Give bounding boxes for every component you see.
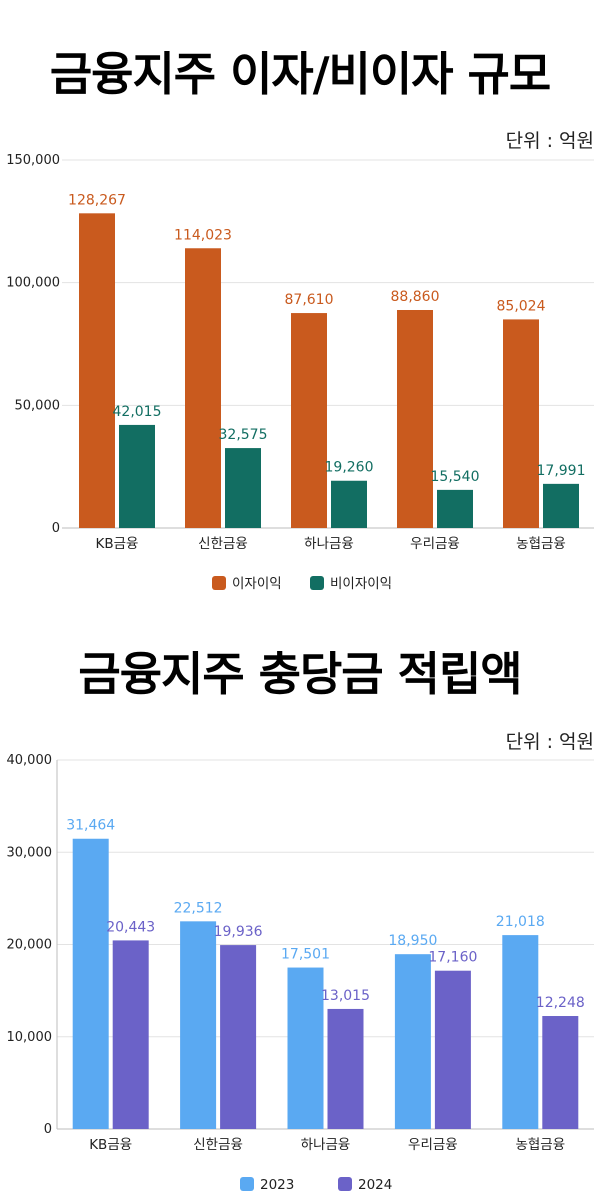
bar-2023-우리금융 (394, 954, 431, 1129)
bar-2024-하나금융 (327, 1008, 364, 1129)
x-category-label: 우리금융 (410, 536, 460, 552)
bar-이자이익-농협금융 (503, 319, 539, 528)
legend-label: 이자이익 (232, 576, 282, 592)
x-category-label: 신한금융 (198, 536, 248, 552)
y-tick-label: 40,000 (7, 753, 53, 768)
data-label: 12,248 (536, 995, 585, 1011)
x-category-label: 농협금융 (515, 1137, 565, 1153)
data-label: 32,575 (219, 427, 268, 443)
data-label: 19,260 (325, 460, 374, 476)
data-label: 17,991 (537, 463, 586, 479)
data-label: 85,024 (497, 298, 546, 314)
data-label: 87,610 (285, 292, 334, 308)
data-label: 20,443 (106, 919, 155, 935)
bar-2023-신한금융 (180, 921, 217, 1129)
legend-label: 2024 (358, 1177, 392, 1193)
legend-swatch (310, 576, 324, 590)
data-label: 17,160 (428, 950, 477, 966)
x-category-label: 우리금융 (408, 1137, 458, 1153)
x-category-label: 하나금융 (301, 1137, 351, 1153)
data-label: 42,015 (113, 404, 162, 420)
legend-label: 비이자이익 (330, 576, 392, 592)
bar-비이자이익-KB금융 (119, 424, 155, 528)
data-label: 114,023 (174, 227, 232, 243)
x-category-label: 신한금융 (193, 1137, 243, 1153)
x-category-label: 하나금융 (304, 536, 354, 552)
bar-비이자이익-농협금융 (543, 483, 579, 528)
legend-label: 2023 (260, 1177, 294, 1193)
data-label: 88,860 (391, 289, 440, 305)
data-label: 17,501 (281, 947, 330, 963)
data-label: 15,540 (431, 469, 480, 485)
bar-이자이익-KB금융 (79, 213, 115, 528)
y-tick-label: 30,000 (7, 845, 53, 860)
bar-2023-하나금융 (287, 967, 324, 1129)
data-label: 13,015 (321, 988, 370, 1004)
x-category-label: KB금융 (96, 536, 139, 552)
chart2-title: 금융지주 충당금 적립액 (78, 647, 522, 701)
chart1-title: 금융지주 이자/비이자 규모 (49, 47, 551, 101)
bar-2023-농협금융 (502, 935, 539, 1129)
data-label: 31,464 (66, 818, 115, 834)
bar-비이자이익-신한금융 (225, 448, 261, 528)
y-tick-label: 100,000 (6, 276, 60, 291)
bar-2024-우리금융 (434, 970, 471, 1129)
y-tick-label: 50,000 (15, 398, 61, 413)
y-tick-label: 10,000 (7, 1030, 53, 1045)
data-label: 128,267 (68, 192, 126, 208)
chart1-svg: 0 50,000 100,000 150,000 128,267 42,015 KB금융 11… (6, 153, 594, 592)
y-tick-label: 0 (52, 521, 60, 536)
data-label: 21,018 (496, 914, 545, 930)
y-tick-label: 0 (44, 1122, 52, 1137)
bar-2024-신한금융 (220, 945, 257, 1129)
legend-swatch (338, 1177, 352, 1191)
x-category-label: KB금융 (89, 1137, 132, 1153)
bar-이자이익-우리금융 (397, 309, 433, 528)
bar-비이자이익-우리금융 (437, 489, 473, 528)
bar-이자이익-하나금융 (291, 313, 327, 528)
chart1-unit: 단위 : 억원 (505, 130, 594, 152)
data-label: 22,512 (174, 900, 223, 916)
data-label: 18,950 (388, 933, 437, 949)
y-tick-label: 150,000 (6, 153, 60, 168)
legend-swatch (240, 1177, 254, 1191)
chart2-unit: 단위 : 억원 (505, 731, 594, 753)
y-tick-label: 20,000 (7, 938, 53, 953)
bar-2024-농협금융 (542, 1016, 579, 1129)
bar-비이자이익-하나금융 (331, 480, 367, 528)
bar-2024-KB금융 (112, 940, 149, 1129)
data-label: 19,936 (214, 924, 263, 940)
bar-2023-KB금융 (72, 838, 109, 1129)
chart2-svg: 0 10,000 20,000 30,000 40,000 31,464 20,443 KB금… (7, 753, 594, 1193)
legend-swatch (212, 576, 226, 590)
x-category-label: 농협금융 (516, 536, 566, 552)
bar-이자이익-신한금융 (185, 248, 221, 528)
